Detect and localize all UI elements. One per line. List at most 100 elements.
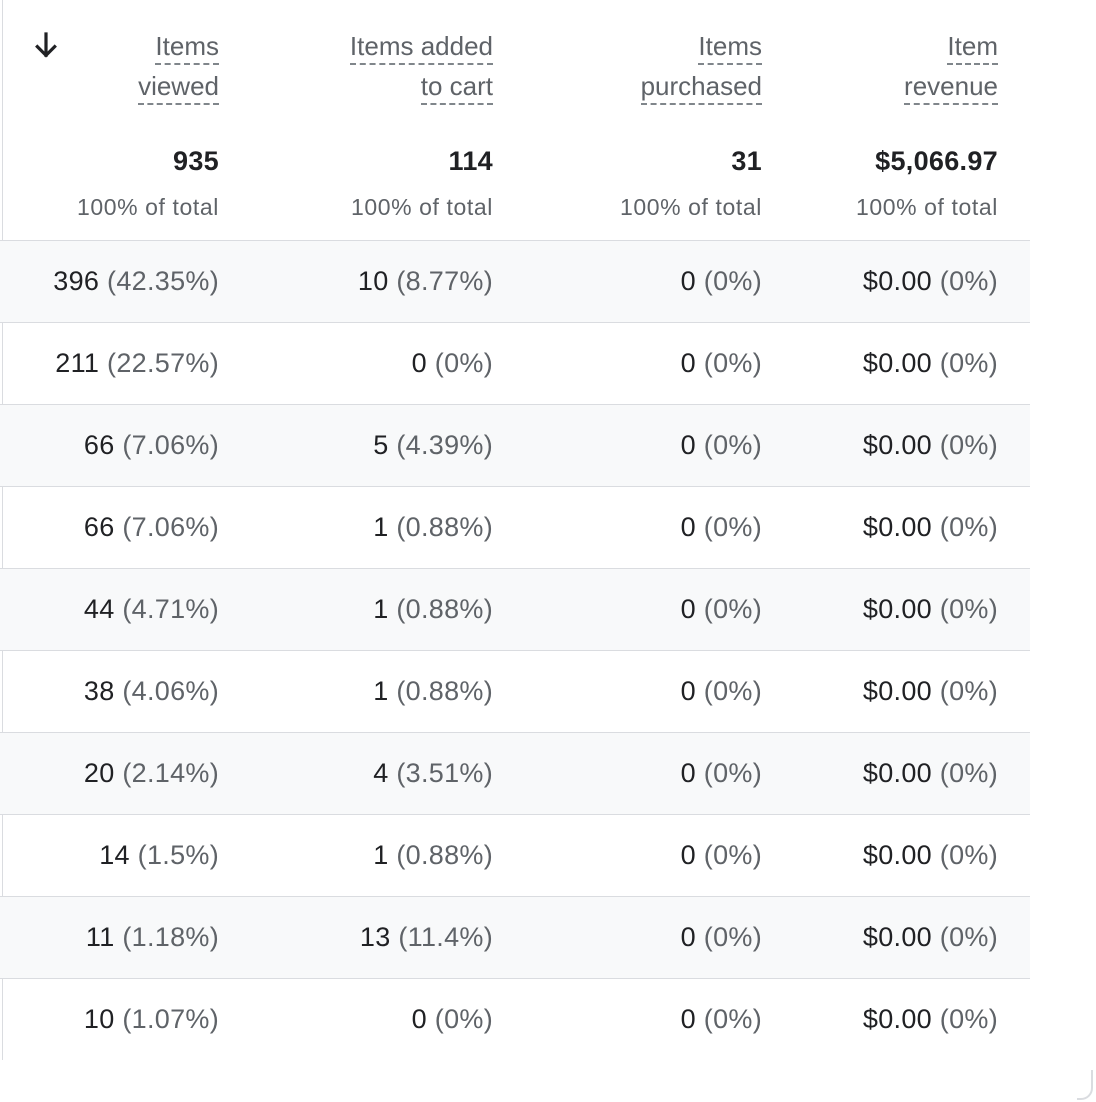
cell-percent: (0.88%) bbox=[396, 840, 493, 870]
total-percent-label: 100% of total bbox=[855, 194, 998, 220]
cell-items-added-to-cart: 10 (8.77%) bbox=[358, 241, 493, 322]
cell-items-viewed: 66 (7.06%) bbox=[84, 405, 219, 486]
cell-item-revenue: $0.00 (0%) bbox=[863, 241, 998, 322]
cell-value: 0 bbox=[680, 758, 696, 788]
cell-items-viewed: 211 (22.57%) bbox=[55, 323, 219, 404]
cell-percent: (0%) bbox=[939, 594, 998, 624]
arrow-downward-icon[interactable] bbox=[30, 30, 62, 62]
column-header-line2: purchased bbox=[640, 69, 762, 105]
cell-percent: (0%) bbox=[703, 266, 762, 296]
cell-items-purchased: 0 (0%) bbox=[681, 487, 762, 568]
cell-items-viewed: 396 (42.35%) bbox=[53, 241, 219, 322]
table-header: Items viewed Items added to cart Items p… bbox=[0, 0, 1030, 110]
cell-value: $0.00 bbox=[862, 922, 932, 952]
cell-item-revenue: $0.00 (0%) bbox=[863, 405, 998, 486]
cell-value: 0 bbox=[680, 840, 696, 870]
cell-items-purchased: 0 (0%) bbox=[681, 405, 762, 486]
cell-items-purchased: 0 (0%) bbox=[681, 897, 762, 978]
cell-value: 5 bbox=[373, 430, 389, 460]
cell-percent: (11.4%) bbox=[398, 922, 493, 952]
total-value: 114 bbox=[448, 146, 493, 176]
cell-percent: (0%) bbox=[939, 348, 998, 378]
cell-value: $0.00 bbox=[862, 430, 932, 460]
cell-percent: (0%) bbox=[703, 758, 762, 788]
column-header-line1: Item bbox=[947, 29, 998, 65]
cell-item-revenue: $0.00 (0%) bbox=[863, 651, 998, 732]
cell-items-viewed: 66 (7.06%) bbox=[84, 487, 219, 568]
cell-percent: (0%) bbox=[703, 840, 762, 870]
cell-percent: (0%) bbox=[434, 348, 493, 378]
cell-percent: (22.57%) bbox=[107, 348, 219, 378]
cell-percent: (1.18%) bbox=[122, 922, 219, 952]
cell-value: $0.00 bbox=[862, 676, 932, 706]
cell-value: 10 bbox=[83, 1004, 115, 1034]
cell-percent: (42.35%) bbox=[107, 266, 219, 296]
cell-percent: (0%) bbox=[703, 430, 762, 460]
cell-value: 13 bbox=[359, 922, 391, 952]
cell-value: 38 bbox=[83, 676, 115, 706]
cell-percent: (4.06%) bbox=[122, 676, 219, 706]
cell-value: 4 bbox=[373, 758, 389, 788]
column-header-line2: revenue bbox=[904, 69, 998, 105]
cell-items-purchased: 0 (0%) bbox=[681, 733, 762, 814]
cell-value: 0 bbox=[680, 922, 696, 952]
table-row[interactable]: 66 (7.06%) 1 (0.88%) 0 (0%) $0.00 (0%) bbox=[0, 487, 1030, 569]
table-row[interactable]: 211 (22.57%) 0 (0%) 0 (0%) $0.00 (0%) bbox=[0, 323, 1030, 405]
cell-value: 0 bbox=[680, 676, 696, 706]
table-row[interactable]: 396 (42.35%) 10 (8.77%) 0 (0%) $0.00 (0%) bbox=[0, 241, 1030, 323]
cell-item-revenue: $0.00 (0%) bbox=[863, 733, 998, 814]
cell-percent: (1.07%) bbox=[122, 1004, 219, 1034]
cell-value: 66 bbox=[83, 512, 115, 542]
cell-items-added-to-cart: 0 (0%) bbox=[412, 979, 493, 1060]
table-row[interactable]: 20 (2.14%) 4 (3.51%) 0 (0%) $0.00 (0%) bbox=[0, 733, 1030, 815]
cell-items-purchased: 0 (0%) bbox=[681, 323, 762, 404]
total-value: $5,066.97 bbox=[875, 146, 998, 176]
column-header-items-purchased[interactable]: Items purchased bbox=[640, 26, 762, 106]
table-row[interactable]: 11 (1.18%) 13 (11.4%) 0 (0%) $0.00 (0%) bbox=[0, 897, 1030, 979]
column-header-item-revenue[interactable]: Item revenue bbox=[904, 26, 998, 106]
cell-value: 0 bbox=[680, 430, 696, 460]
cell-percent: (0.88%) bbox=[396, 512, 493, 542]
cell-items-added-to-cart: 4 (3.51%) bbox=[373, 733, 493, 814]
table-row[interactable]: 38 (4.06%) 1 (0.88%) 0 (0%) $0.00 (0%) bbox=[0, 651, 1030, 733]
cell-items-added-to-cart: 1 (0.88%) bbox=[373, 487, 493, 568]
cell-items-added-to-cart: 13 (11.4%) bbox=[360, 897, 493, 978]
cell-value: 1 bbox=[373, 840, 389, 870]
cell-items-purchased: 0 (0%) bbox=[681, 241, 762, 322]
cell-items-viewed: 38 (4.06%) bbox=[84, 651, 219, 732]
cell-items-added-to-cart: 1 (0.88%) bbox=[373, 569, 493, 650]
cell-value: 0 bbox=[680, 348, 696, 378]
cell-percent: (4.71%) bbox=[122, 594, 219, 624]
table-row[interactable]: 14 (1.5%) 1 (0.88%) 0 (0%) $0.00 (0%) bbox=[0, 815, 1030, 897]
column-header-line1: Items bbox=[698, 29, 762, 65]
table-row[interactable]: 66 (7.06%) 5 (4.39%) 0 (0%) $0.00 (0%) bbox=[0, 405, 1030, 487]
cell-value: 10 bbox=[357, 266, 389, 296]
card-corner bbox=[1077, 1070, 1093, 1100]
cell-items-purchased: 0 (0%) bbox=[681, 815, 762, 896]
cell-percent: (0%) bbox=[939, 430, 998, 460]
cell-percent: (1.5%) bbox=[137, 840, 219, 870]
total-percent-label: 100% of total bbox=[350, 194, 493, 220]
cell-percent: (2.14%) bbox=[122, 758, 219, 788]
table-row[interactable]: 44 (4.71%) 1 (0.88%) 0 (0%) $0.00 (0%) bbox=[0, 569, 1030, 651]
cell-item-revenue: $0.00 (0%) bbox=[863, 569, 998, 650]
column-header-items-viewed[interactable]: Items viewed bbox=[138, 26, 219, 106]
cell-percent: (4.39%) bbox=[396, 430, 493, 460]
cell-value: 0 bbox=[680, 594, 696, 624]
column-header-items-added-to-cart[interactable]: Items added to cart bbox=[349, 26, 493, 106]
cell-value: 11 bbox=[85, 922, 115, 952]
cell-percent: (0%) bbox=[939, 676, 998, 706]
cell-value: 1 bbox=[373, 676, 389, 706]
table-row[interactable]: 10 (1.07%) 0 (0%) 0 (0%) $0.00 (0%) bbox=[0, 979, 1030, 1060]
column-header-line2: viewed bbox=[138, 69, 219, 105]
cell-percent: (0%) bbox=[703, 348, 762, 378]
cell-percent: (0%) bbox=[939, 512, 998, 542]
cell-percent: (0%) bbox=[703, 922, 762, 952]
cell-item-revenue: $0.00 (0%) bbox=[863, 323, 998, 404]
cell-value: $0.00 bbox=[862, 840, 932, 870]
cell-percent: (0%) bbox=[703, 1004, 762, 1034]
cell-percent: (7.06%) bbox=[122, 430, 219, 460]
cell-value: $0.00 bbox=[862, 348, 932, 378]
cell-percent: (0%) bbox=[939, 1004, 998, 1034]
column-header-line1: Items bbox=[155, 29, 219, 65]
